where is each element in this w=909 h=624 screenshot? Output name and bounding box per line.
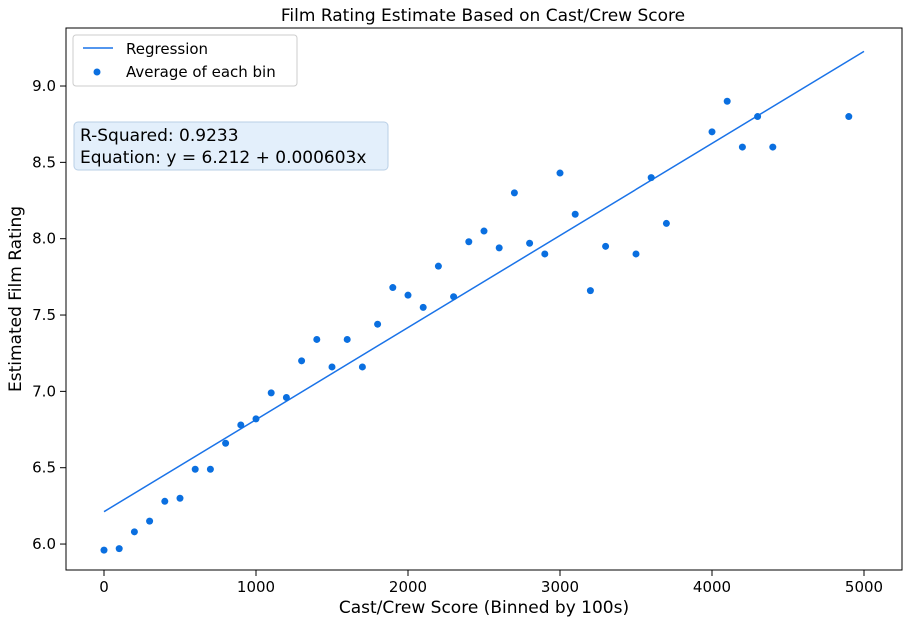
x-tick-label: 2000 bbox=[389, 578, 427, 596]
scatter-point bbox=[389, 284, 397, 292]
scatter-point bbox=[161, 497, 169, 505]
scatter-point bbox=[738, 143, 746, 151]
scatter-point bbox=[480, 227, 488, 235]
scatter-point bbox=[252, 415, 260, 423]
legend-box bbox=[72, 34, 298, 87]
scatter-point bbox=[176, 494, 184, 502]
scatter-point bbox=[450, 293, 458, 301]
x-axis-label: Cast/Crew Score (Binned by 100s) bbox=[339, 598, 629, 618]
scatter-point bbox=[206, 465, 214, 473]
scatter-point bbox=[343, 335, 351, 343]
scatter-point bbox=[267, 389, 275, 397]
y-tick-label: 9.0 bbox=[32, 77, 56, 95]
scatter-point bbox=[100, 546, 108, 554]
scatter-point bbox=[358, 363, 366, 371]
legend-label-regression: Regression bbox=[126, 40, 208, 58]
scatter-point bbox=[222, 439, 230, 447]
annotation-box: R-Squared: 0.9233 Equation: y = 6.212 + … bbox=[73, 121, 389, 171]
scatter-point bbox=[556, 169, 564, 177]
x-axis: 0 1000 2000 3000 4000 5000 bbox=[99, 570, 883, 596]
scatter-point bbox=[495, 244, 503, 252]
regression-series bbox=[103, 50, 865, 513]
scatter-point bbox=[115, 545, 123, 553]
annotation-equation: Equation: y = 6.212 + 0.000603x bbox=[80, 148, 366, 168]
scatter-point bbox=[769, 143, 777, 151]
x-tick-label: 0 bbox=[99, 578, 109, 596]
scatter-point bbox=[541, 250, 549, 258]
y-axis: 6.0 6.5 7.0 7.5 8.0 8.5 9.0 bbox=[32, 77, 66, 553]
x-tick-label: 1000 bbox=[237, 578, 275, 596]
scatter-point bbox=[298, 357, 306, 365]
scatter-point bbox=[465, 238, 473, 246]
scatter-series bbox=[100, 97, 853, 554]
scatter-point bbox=[754, 113, 762, 121]
scatter-point bbox=[510, 189, 518, 197]
scatter-point bbox=[419, 303, 427, 311]
chart-title: Film Rating Estimate Based on Cast/Crew … bbox=[281, 6, 685, 26]
y-tick-label: 6.0 bbox=[32, 535, 56, 553]
legend: Regression Average of each bin bbox=[72, 34, 298, 87]
scatter-point bbox=[130, 528, 138, 536]
plot-area bbox=[65, 27, 903, 571]
legend-label-scatter: Average of each bin bbox=[126, 63, 276, 81]
scatter-point bbox=[632, 250, 640, 258]
scatter-point bbox=[313, 335, 321, 343]
scatter-point bbox=[708, 128, 716, 136]
regression-line bbox=[103, 50, 865, 513]
x-tick-label: 3000 bbox=[541, 578, 579, 596]
y-tick-label: 7.0 bbox=[32, 382, 56, 400]
legend-dot-marker bbox=[93, 68, 101, 76]
scatter-point bbox=[602, 242, 610, 250]
scatter-point bbox=[237, 421, 245, 429]
scatter-point bbox=[434, 262, 442, 270]
scatter-point bbox=[328, 363, 336, 371]
scatter-point bbox=[571, 210, 579, 218]
y-axis-label: Estimated Film Rating bbox=[6, 206, 26, 392]
scatter-point bbox=[191, 465, 199, 473]
scatter-point bbox=[586, 287, 594, 295]
scatter-point bbox=[282, 393, 290, 401]
y-tick-label: 7.5 bbox=[32, 306, 56, 324]
annotation-r-squared: R-Squared: 0.9233 bbox=[80, 126, 239, 146]
y-tick-label: 6.5 bbox=[32, 459, 56, 477]
scatter-point bbox=[723, 97, 731, 105]
scatter-point bbox=[647, 174, 655, 182]
x-tick-label: 4000 bbox=[693, 578, 731, 596]
scatter-point bbox=[404, 291, 412, 299]
scatter-point bbox=[662, 219, 670, 227]
y-tick-label: 8.0 bbox=[32, 230, 56, 248]
x-tick-label: 5000 bbox=[845, 578, 883, 596]
scatter-point bbox=[374, 320, 382, 328]
scatter-point bbox=[146, 517, 154, 525]
annotation-background bbox=[73, 121, 389, 171]
y-tick-label: 8.5 bbox=[32, 153, 56, 171]
scatter-point bbox=[845, 113, 853, 121]
scatter-point bbox=[526, 239, 534, 247]
